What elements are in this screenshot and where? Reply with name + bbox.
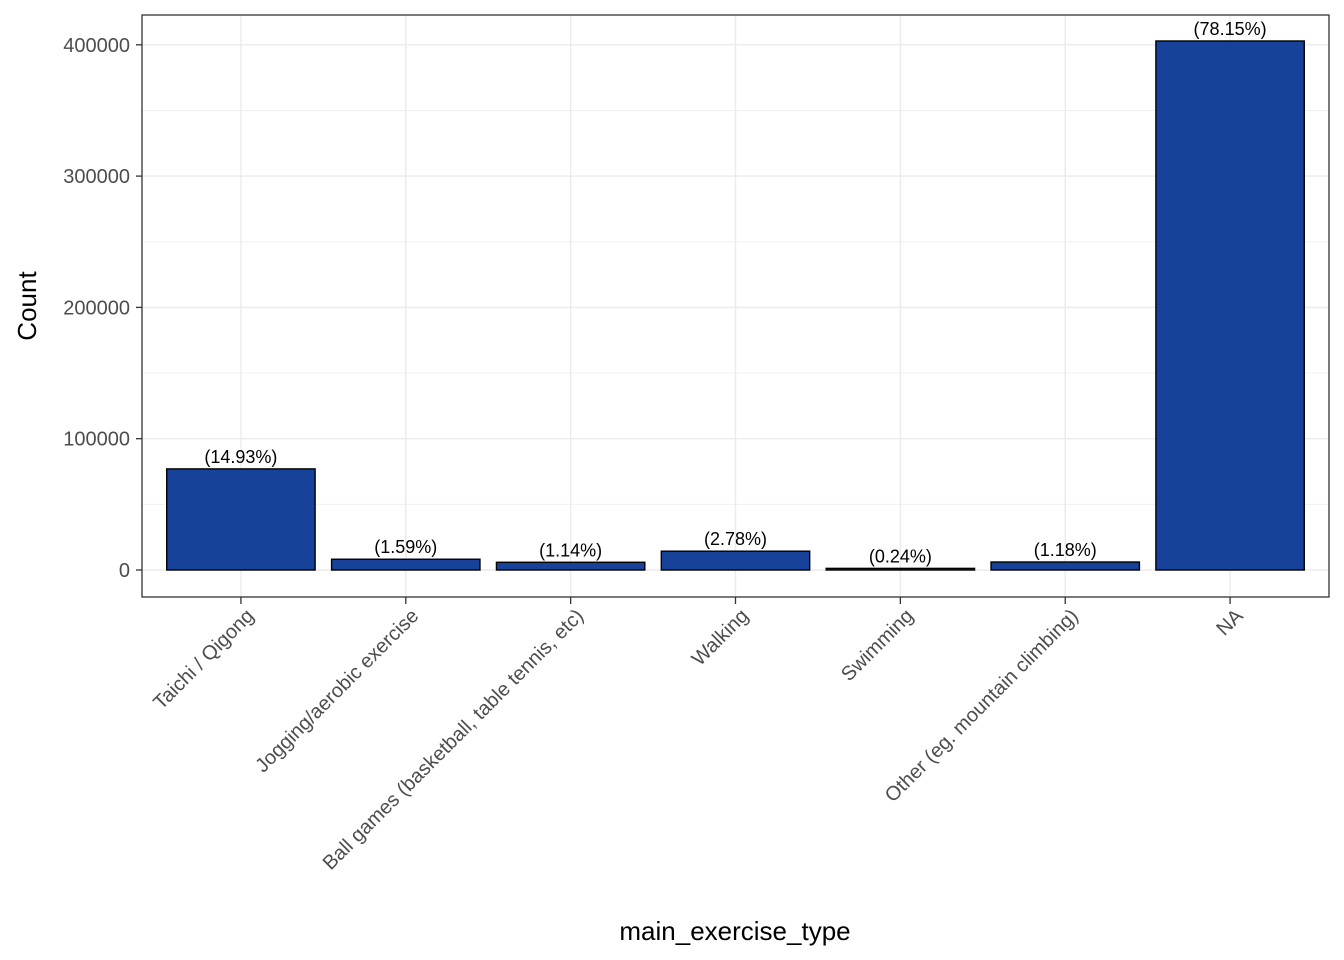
bar: [825, 567, 976, 571]
y-tick-label: 200000: [63, 297, 130, 319]
bar-label: (14.93%): [204, 447, 277, 467]
bar-label: (0.24%): [869, 546, 932, 566]
bar-label: (1.14%): [539, 540, 602, 560]
y-tick-label: 300000: [63, 166, 130, 188]
bar: [660, 550, 811, 571]
bar-label: (1.59%): [374, 537, 437, 557]
x-axis-title: main_exercise_type: [619, 916, 850, 946]
y-tick-label: 0: [119, 560, 130, 582]
x-tick-label: NA: [1212, 605, 1248, 641]
x-tick-label: Jogging/aerobic exercise: [251, 605, 423, 777]
x-tick-label: Swimming: [837, 605, 918, 686]
bar-label: (1.18%): [1034, 540, 1097, 560]
bar: [1155, 40, 1305, 571]
bar-label: (2.78%): [704, 529, 767, 549]
y-tick-label: 400000: [63, 35, 130, 57]
grid-lines: [142, 15, 1329, 597]
y-tick-label: 100000: [63, 429, 130, 451]
bars: [166, 40, 1305, 571]
y-axis: 0 100000 200000 300000 400000: [63, 35, 142, 582]
bar-label: (78.15%): [1194, 19, 1267, 39]
x-tick-label: Ball games (basketball, table tennis, et…: [319, 605, 588, 874]
bar: [166, 468, 316, 571]
x-tick-label: Taichi / Qigong: [149, 605, 258, 714]
bar-labels: (14.93%) (1.59%) (1.14%) (2.78%) (0.24%) (1.1…: [204, 19, 1266, 566]
bar: [990, 561, 1141, 571]
y-axis-title: Count: [12, 271, 42, 341]
x-tick-label: Walking: [688, 605, 753, 670]
bar: [495, 561, 646, 571]
x-tick-label: Other (eg. mountain climbing): [881, 605, 1083, 807]
bar: [330, 558, 481, 571]
